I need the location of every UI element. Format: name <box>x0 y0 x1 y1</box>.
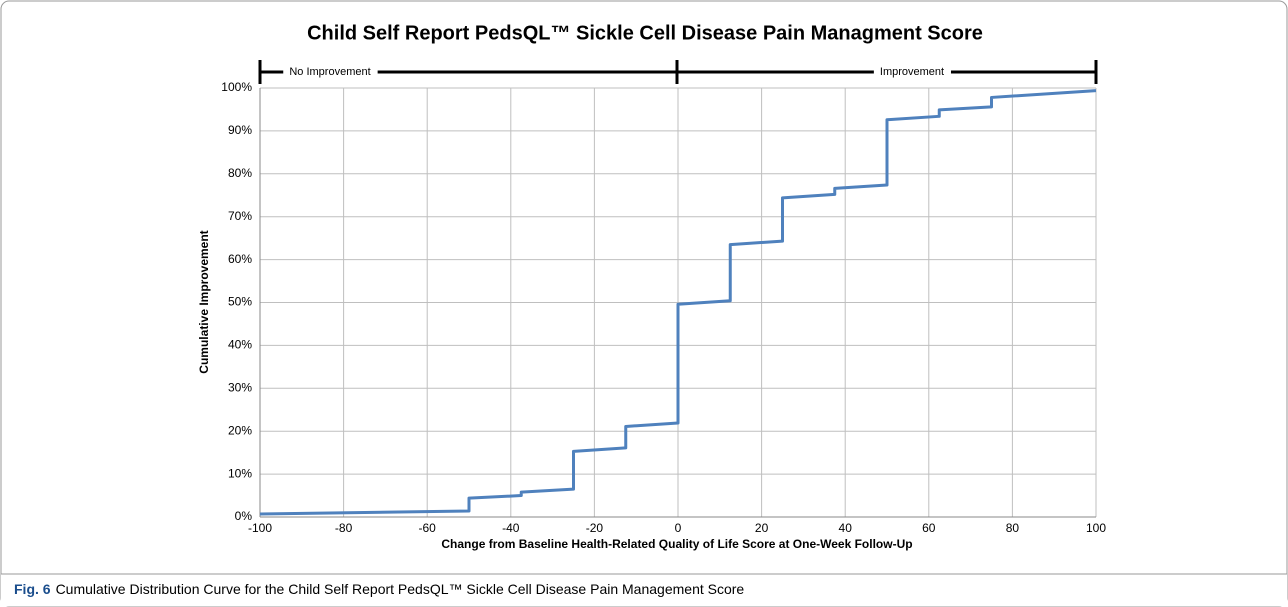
caption-label: Fig. 6 <box>14 581 51 597</box>
caption-area <box>1 574 1287 606</box>
x-tick-label: 100 <box>1086 521 1106 535</box>
y-tick-label: 10% <box>228 466 252 480</box>
caption: Fig. 6 Cumulative Distribution Curve for … <box>14 581 744 597</box>
x-tick-label: -60 <box>419 521 437 535</box>
x-tick-label: -40 <box>502 521 520 535</box>
y-tick-label: 40% <box>228 338 252 352</box>
caption-text: Cumulative Distribution Curve for the Ch… <box>56 581 745 597</box>
x-tick-label: 20 <box>755 521 769 535</box>
bracket <box>258 60 1098 84</box>
y-tick-label: 0% <box>235 509 253 523</box>
y-tick-label: 50% <box>228 295 252 309</box>
data-line <box>259 89 1097 516</box>
annotation: Improvement <box>880 66 944 78</box>
y-tick-label: 70% <box>228 209 252 223</box>
chart-title: Child Self Report PedsQL™ Sickle Cell Di… <box>307 22 983 44</box>
y-tick-label: 90% <box>228 123 252 137</box>
y-tick-label: 20% <box>228 423 252 437</box>
x-axis-label: Change from Baseline Health-Related Qual… <box>441 537 912 551</box>
x-tick-label: -80 <box>335 521 353 535</box>
x-tick-label: 80 <box>1006 521 1020 535</box>
y-tick-label: 100% <box>221 80 252 94</box>
x-tick-label: -20 <box>586 521 604 535</box>
y-tick-label: 30% <box>228 380 252 394</box>
y-axis-label: Cumulative Improvement <box>197 230 211 373</box>
y-tick-label: 80% <box>228 166 252 180</box>
x-tick-label: 60 <box>922 521 936 535</box>
annotation: No Improvement <box>289 66 370 78</box>
x-tick-label: 40 <box>839 521 853 535</box>
y-tick-label: 60% <box>228 252 252 266</box>
x-tick-label: -100 <box>248 521 272 535</box>
x-tick-label: 0 <box>675 521 682 535</box>
